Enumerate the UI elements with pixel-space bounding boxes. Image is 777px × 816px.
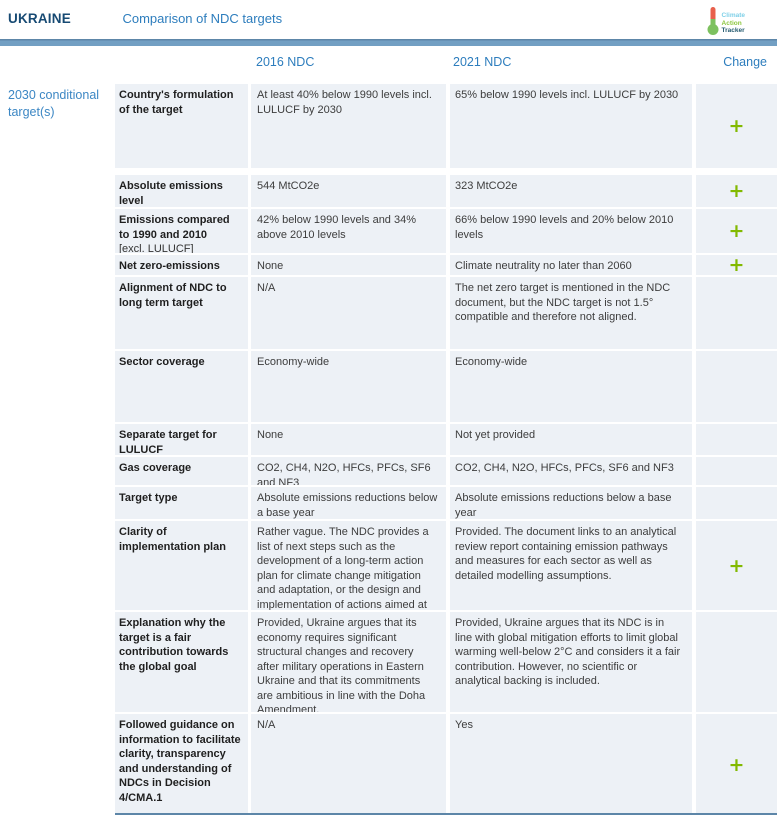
column-header-2021-ndc: 2021 NDC	[453, 55, 512, 69]
row-label: Alignment of NDC to long term target	[115, 277, 248, 349]
footer-divider-bar	[115, 813, 777, 815]
ndc-2016-cell: 42% below 1990 levels and 34% above 2010…	[251, 209, 446, 253]
page-title: Comparison of NDC targets	[122, 11, 283, 26]
table-row: Net zero-emissions target None Climate n…	[0, 255, 777, 275]
row-label: Target type	[115, 487, 248, 519]
change-cell: +	[696, 175, 777, 207]
change-plus-icon: +	[728, 115, 745, 137]
ndc-2016-cell: None	[251, 255, 446, 275]
ndc-2016-cell: N/A	[251, 714, 446, 815]
ndc-2016-cell: CO2, CH4, N2O, HFCs, PFCs, SF6 and NF3	[251, 457, 446, 485]
row-sublabel: [excl. LULUCF]	[119, 243, 194, 253]
ndc-2016-cell: At least 40% below 1990 levels incl. LUL…	[251, 84, 446, 168]
ndc-2021-cell: Provided, Ukraine argues that its NDC is…	[450, 612, 692, 712]
change-plus-icon: +	[728, 554, 745, 577]
ndc-2016-cell: Provided, Ukraine argues that its econom…	[251, 612, 446, 712]
change-plus-icon: +	[728, 220, 745, 242]
table-row: Explanation why the target is a fair con…	[0, 612, 777, 712]
column-header-spacer	[0, 55, 251, 84]
ndc-2021-cell: Climate neutrality no later than 2060	[450, 255, 692, 275]
climate-action-tracker-logo: Climate Action Tracker	[706, 6, 745, 41]
change-cell	[696, 424, 777, 455]
ndc-2021-cell: Economy-wide	[450, 351, 692, 422]
change-cell: +	[696, 521, 777, 610]
ndc-2016-cell: Rather vague. The NDC provides a list of…	[251, 521, 446, 610]
change-cell: +	[696, 255, 777, 275]
table-row: Emissions compared to 1990 and 2010 [excl…	[0, 209, 777, 253]
change-cell: +	[696, 84, 777, 168]
table-row: Target type Absolute emissions reduction…	[0, 487, 777, 519]
table-row: Sector coverage Economy-wide Economy-wid…	[0, 351, 777, 422]
logo-line-action: Action	[721, 19, 742, 27]
change-plus-icon: +	[728, 753, 745, 776]
table-row: 2030 conditional target(s) Country's for…	[0, 84, 777, 168]
row-label: Clarity of implementation plan	[115, 521, 248, 610]
row-label: Separate target for LULUCF	[115, 424, 248, 455]
sidebar-cell: 2030 conditional target(s)	[0, 84, 115, 168]
column-header-row: 2016 NDC 2021 NDC Change	[0, 46, 777, 84]
table-row: Alignment of NDC to long term target N/A…	[0, 277, 777, 349]
row-label: Emissions compared to 1990 and 2010 [excl…	[115, 209, 248, 253]
ndc-2016-cell: Economy-wide	[251, 351, 446, 422]
ndc-2021-cell: 66% below 1990 levels and 20% below 2010…	[450, 209, 692, 253]
ndc-2021-cell: 323 MtCO2e	[450, 175, 692, 207]
comparison-table: 2030 conditional target(s) Country's for…	[0, 84, 777, 815]
header-divider-bar	[0, 39, 777, 46]
change-plus-icon: +	[728, 180, 745, 202]
change-cell: +	[696, 714, 777, 815]
column-header-change: Change	[723, 55, 767, 69]
target-scope-label: 2030 conditional target(s)	[8, 88, 100, 119]
change-cell: +	[696, 209, 777, 253]
row-label: Followed guidance on information to faci…	[115, 714, 248, 815]
change-cell	[696, 457, 777, 485]
ndc-2016-cell: N/A	[251, 277, 446, 349]
change-cell	[696, 351, 777, 422]
ndc-2021-cell: Not yet provided	[450, 424, 692, 455]
column-header-2016-ndc: 2016 NDC	[256, 55, 315, 69]
logo-line-climate: Climate	[721, 12, 745, 20]
change-plus-icon: +	[728, 255, 745, 275]
logo-wordmark: Climate Action Tracker	[722, 12, 745, 35]
table-row: Clarity of implementation plan Rather va…	[0, 521, 777, 610]
change-cell	[696, 487, 777, 519]
row-label: Absolute emissions level[excl. LULUCF]	[115, 175, 248, 207]
row-label: Explanation why the target is a fair con…	[115, 612, 248, 712]
country-name: UKRAINE	[8, 11, 71, 26]
change-cell	[696, 277, 777, 349]
table-row: Separate target for LULUCF None Not yet …	[0, 424, 777, 455]
change-cell	[696, 612, 777, 712]
thermometer-icon	[706, 6, 720, 41]
ndc-2016-cell: None	[251, 424, 446, 455]
page-header: UKRAINE Comparison of NDC targets Climat…	[0, 0, 777, 39]
ndc-2021-cell: Absolute emissions reductions below a ba…	[450, 487, 692, 519]
row-label: Gas coverage	[115, 457, 248, 485]
ndc-2021-cell: Yes	[450, 714, 692, 815]
ndc-2021-cell: Provided. The document links to an analy…	[450, 521, 692, 610]
table-row: Followed guidance on information to faci…	[0, 714, 777, 815]
ndc-2016-cell: Absolute emissions reductions below a ba…	[251, 487, 446, 519]
ndc-2021-cell: 65% below 1990 levels incl. LULUCF by 20…	[450, 84, 692, 168]
row-label: Sector coverage	[115, 351, 248, 422]
row-label: Country's formulation of the target	[115, 84, 248, 168]
ndc-2021-cell: CO2, CH4, N2O, HFCs, PFCs, SF6 and NF3	[450, 457, 692, 485]
ndc-2016-cell: 544 MtCO2e	[251, 175, 446, 207]
logo-line-tracker: Tracker	[721, 27, 745, 35]
ndc-2021-cell: The net zero target is mentioned in the …	[450, 277, 692, 349]
row-label: Net zero-emissions target	[115, 255, 248, 275]
table-row: Gas coverage CO2, CH4, N2O, HFCs, PFCs, …	[0, 457, 777, 485]
table-row: Absolute emissions level[excl. LULUCF] 5…	[0, 175, 777, 207]
